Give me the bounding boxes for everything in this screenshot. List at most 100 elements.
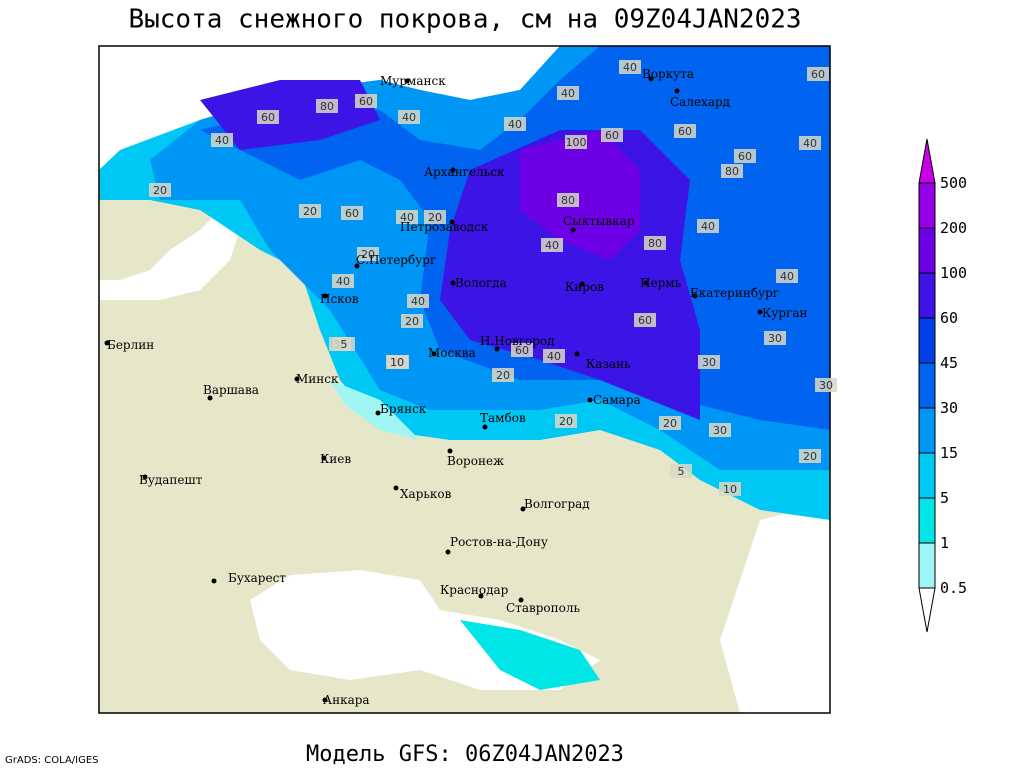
city-label: Воркута bbox=[642, 67, 694, 81]
city-label: Минск bbox=[296, 372, 339, 386]
city-dot bbox=[674, 88, 680, 94]
city-label: Киров bbox=[565, 280, 604, 294]
legend-label: 500 bbox=[940, 174, 967, 192]
contour-label-box bbox=[316, 99, 338, 113]
contour-label: 5 bbox=[678, 465, 685, 478]
legend-label: 1 bbox=[940, 534, 949, 552]
contour-label-box bbox=[799, 136, 821, 150]
contour-label: 40 bbox=[803, 137, 817, 150]
city-dot bbox=[587, 397, 593, 403]
snow-area bbox=[200, 80, 380, 150]
contour-label-box bbox=[257, 110, 279, 124]
city-dot bbox=[482, 424, 488, 430]
city-dot bbox=[449, 219, 455, 225]
city-label: Анкара bbox=[323, 693, 370, 707]
contour-label-box bbox=[398, 110, 420, 124]
snow-area bbox=[520, 130, 640, 260]
city-label: Ростов-на-Дону bbox=[450, 535, 548, 549]
city-label: Курган bbox=[762, 306, 807, 320]
city-dot bbox=[322, 293, 328, 299]
contour-label-box bbox=[634, 313, 656, 327]
contour-label: 40 bbox=[780, 270, 794, 283]
city-label: Будапешт bbox=[139, 473, 203, 487]
city-dot bbox=[757, 309, 763, 315]
city-label: Берлин bbox=[107, 338, 154, 352]
city-dot bbox=[404, 78, 410, 84]
contour-label: 20 bbox=[405, 315, 419, 328]
contour-label-box bbox=[557, 86, 579, 100]
legend-label: 30 bbox=[940, 399, 958, 417]
city-label: Ставрополь bbox=[506, 601, 580, 615]
city-dot bbox=[211, 578, 217, 584]
labels: 40 80 60 60 40 40 20 60 40 20 40 20 20 40 30 5 10 30 60 40 6… bbox=[104, 60, 837, 707]
city-label: Харьков bbox=[400, 487, 452, 501]
city-label: Варшава bbox=[203, 383, 259, 397]
contour-label-box bbox=[807, 67, 829, 81]
sea bbox=[720, 510, 830, 713]
contour-label-box bbox=[541, 238, 563, 252]
footer: Модель GFS: 06Z04JAN2023 bbox=[306, 742, 624, 767]
contour-label: 100 bbox=[566, 136, 587, 149]
contour-label: 60 bbox=[605, 129, 619, 142]
contour-label-box bbox=[644, 236, 666, 250]
legend-label: 45 bbox=[940, 354, 958, 372]
contour-label-box bbox=[407, 294, 429, 308]
city-label: Екатеринбург bbox=[690, 286, 779, 300]
city-dot bbox=[450, 167, 456, 173]
map bbox=[99, 46, 830, 713]
contour-label: 20 bbox=[303, 205, 317, 218]
contour-label: 60 bbox=[738, 150, 752, 163]
city-dot bbox=[692, 293, 698, 299]
contour-label: 20 bbox=[428, 211, 442, 224]
contour-label-box bbox=[776, 269, 798, 283]
city-dot bbox=[643, 280, 649, 286]
city-label: Н.Новгород bbox=[480, 334, 555, 348]
contour-label: 20 bbox=[663, 417, 677, 430]
contour-label-box bbox=[355, 94, 377, 108]
contour-label-box bbox=[697, 219, 719, 233]
contour-label: 60 bbox=[261, 111, 275, 124]
sea bbox=[99, 180, 260, 300]
city-dot bbox=[393, 485, 399, 491]
contour-label: 40 bbox=[545, 239, 559, 252]
contour-label-box bbox=[601, 128, 623, 142]
contour-label-box bbox=[357, 247, 379, 261]
contour-label: 20 bbox=[559, 415, 573, 428]
title: Высота снежного покрова, см на 09Z04JAN2… bbox=[128, 5, 801, 35]
city-label: Вологда bbox=[455, 276, 507, 290]
city-dot bbox=[520, 506, 526, 512]
city-dot bbox=[431, 351, 437, 357]
city-label: Салехард bbox=[670, 95, 730, 109]
city-label: Казань bbox=[586, 357, 631, 371]
city-dot bbox=[579, 281, 585, 287]
contour-label-box bbox=[674, 124, 696, 138]
city-label: Бухарест bbox=[228, 571, 286, 585]
contour-label: 40 bbox=[402, 111, 416, 124]
city-label: Сыктывкар bbox=[563, 214, 635, 228]
contour-label: 5 bbox=[341, 338, 348, 351]
contour-label-box bbox=[557, 193, 579, 207]
contour-label: 60 bbox=[515, 344, 529, 357]
contour-label: 40 bbox=[508, 118, 522, 131]
contour-label-box bbox=[565, 135, 587, 149]
contour-label-box bbox=[424, 210, 446, 224]
snow-area bbox=[330, 380, 420, 440]
contour-label-box bbox=[492, 368, 514, 382]
city-dot bbox=[294, 376, 300, 382]
legend-swatch bbox=[918, 227, 936, 274]
city-dot bbox=[142, 474, 148, 480]
contour-label: 30 bbox=[702, 356, 716, 369]
city-dot bbox=[518, 597, 524, 603]
legend-cap bbox=[918, 138, 936, 184]
contour-label-box bbox=[511, 343, 533, 357]
city-dot bbox=[574, 351, 580, 357]
city-dot bbox=[354, 263, 360, 269]
city-dot bbox=[447, 448, 453, 454]
contour-label-box bbox=[709, 423, 731, 437]
contour-label-box bbox=[721, 164, 743, 178]
contour-label-box bbox=[332, 274, 354, 288]
contour-label: 60 bbox=[638, 314, 652, 327]
city-label: Воронеж bbox=[447, 454, 504, 468]
legend-swatch bbox=[918, 182, 936, 229]
contour-label: 30 bbox=[768, 332, 782, 345]
